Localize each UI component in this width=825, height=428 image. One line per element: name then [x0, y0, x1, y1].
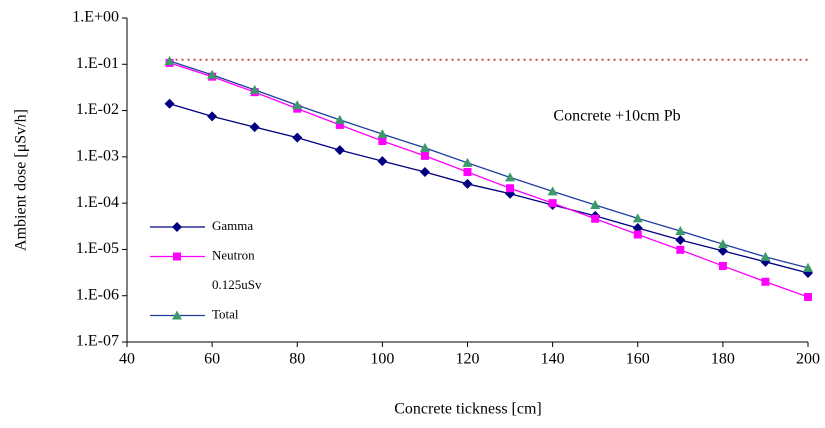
marker — [633, 230, 642, 239]
marker — [804, 292, 812, 301]
marker — [462, 178, 473, 189]
marker — [547, 186, 558, 196]
x-tick-label: 60 — [204, 351, 220, 368]
marker — [717, 239, 728, 249]
legend-label: 0.125uSv — [212, 277, 262, 292]
marker — [591, 214, 600, 223]
marker — [377, 156, 388, 167]
marker — [207, 69, 218, 79]
y-tick-label: 1.E-03 — [76, 148, 119, 165]
annotation: Concrete +10cm Pb — [553, 108, 680, 125]
series-line — [169, 62, 809, 298]
legend-marker — [172, 222, 182, 232]
x-tick-label: 120 — [456, 351, 480, 368]
series-line — [169, 60, 809, 269]
y-tick-label: 1.E-04 — [76, 194, 119, 211]
y-tick-label: 1.E-01 — [76, 55, 119, 72]
x-tick-label: 100 — [370, 351, 394, 368]
marker — [676, 245, 685, 254]
y-tick-label: 1.E-02 — [76, 101, 119, 118]
marker — [506, 184, 515, 193]
marker — [505, 172, 516, 182]
marker — [760, 251, 771, 261]
x-tick-label: 180 — [711, 351, 735, 368]
legend-marker — [172, 310, 182, 320]
x-tick-label: 160 — [626, 351, 650, 368]
marker — [462, 157, 473, 167]
marker — [761, 277, 770, 286]
y-tick-label: 1.E-07 — [76, 333, 119, 350]
marker — [334, 114, 345, 124]
x-tick-label: 80 — [289, 351, 305, 368]
x-axis-label: Concrete tickness [cm] — [394, 401, 542, 418]
x-tick-label: 40 — [119, 351, 135, 368]
marker — [249, 84, 260, 94]
marker — [334, 145, 345, 156]
marker — [675, 226, 686, 236]
legend-label: Gamma — [212, 218, 253, 233]
marker — [164, 98, 175, 109]
marker — [419, 167, 430, 178]
marker — [292, 100, 303, 110]
marker — [718, 261, 727, 270]
marker — [548, 199, 557, 208]
marker — [335, 120, 344, 129]
x-tick-label: 200 — [796, 351, 820, 368]
marker — [249, 122, 260, 133]
legend-label: Total — [212, 306, 239, 321]
marker — [164, 55, 175, 65]
marker — [292, 132, 303, 143]
marker — [420, 151, 429, 160]
x-tick-label: 140 — [541, 351, 565, 368]
marker — [378, 137, 387, 146]
legend-marker — [173, 252, 181, 261]
y-tick-label: 1.E-05 — [76, 240, 119, 257]
marker — [207, 111, 218, 122]
marker — [419, 142, 430, 152]
marker — [632, 213, 643, 223]
marker — [590, 200, 601, 210]
marker — [463, 168, 472, 177]
series-line — [169, 103, 809, 274]
y-tick-label: 1.E-06 — [76, 286, 119, 303]
legend-label: Neutron — [212, 247, 255, 262]
marker — [675, 234, 686, 245]
marker — [803, 262, 813, 272]
y-axis-label: Ambient dose [μSv/h] — [13, 109, 30, 251]
marker — [717, 245, 728, 256]
marker — [377, 129, 388, 139]
y-tick-label: 1.E+00 — [72, 9, 119, 26]
